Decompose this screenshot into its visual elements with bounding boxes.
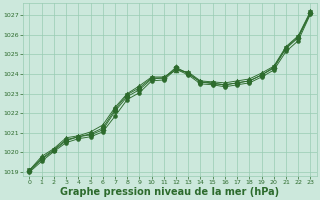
X-axis label: Graphe pression niveau de la mer (hPa): Graphe pression niveau de la mer (hPa) — [60, 187, 280, 197]
